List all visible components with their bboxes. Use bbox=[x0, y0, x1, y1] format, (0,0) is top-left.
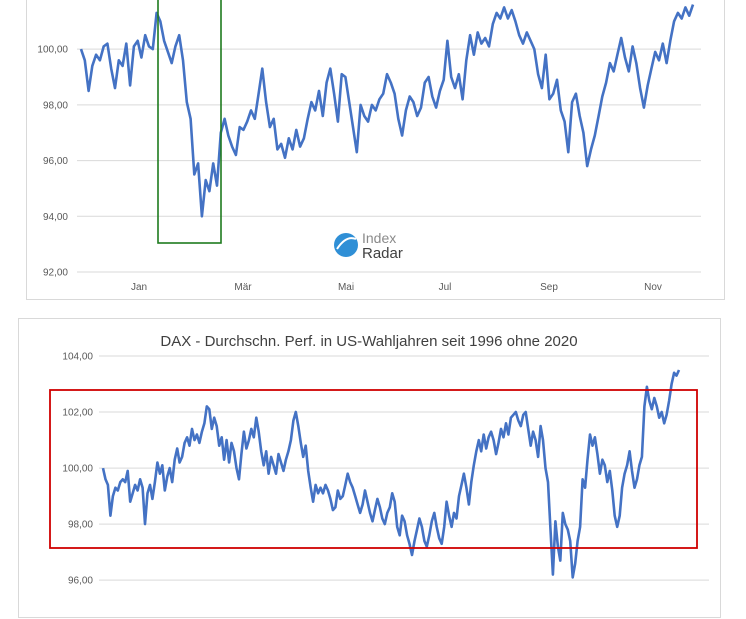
y-axis: 104,00 102,00 100,00 98,00 96,00 bbox=[62, 352, 93, 587]
x-tick-label: Mai bbox=[338, 282, 354, 293]
series-line bbox=[79, 4, 695, 218]
index-radar-logo: Index Radar bbox=[334, 230, 403, 262]
logo-swoosh-icon bbox=[336, 237, 357, 250]
y-tick-label: 94,00 bbox=[43, 212, 68, 223]
y-tick-label: 102,00 bbox=[62, 408, 93, 419]
y-axis: 100,00 98,00 96,00 94,00 92,00 bbox=[37, 45, 68, 279]
y-tick-label: 100,00 bbox=[37, 45, 68, 56]
logo-globe-icon bbox=[334, 233, 358, 257]
y-tick-label: 98,00 bbox=[68, 520, 93, 531]
x-tick-label: Nov bbox=[644, 282, 662, 293]
y-tick-label: 104,00 bbox=[62, 352, 93, 363]
logo-text-radar: Radar bbox=[362, 245, 403, 262]
chart-bottom-svg: DAX - Durchschn. Perf. in US-Wahljahren … bbox=[49, 333, 709, 587]
y-tick-label: 96,00 bbox=[68, 576, 93, 587]
y-tick-label: 100,00 bbox=[62, 464, 93, 475]
chart-top: 100,00 98,00 96,00 94,00 92,00 Jan Mär M… bbox=[26, 0, 725, 300]
x-axis: Jan Mär Mai Jul Sep Nov bbox=[131, 282, 662, 293]
highlight-box-green bbox=[157, 0, 222, 244]
x-tick-label: Jul bbox=[439, 282, 452, 293]
x-tick-label: Jan bbox=[131, 282, 147, 293]
chart-title: DAX - Durchschn. Perf. in US-Wahljahren … bbox=[160, 333, 577, 350]
y-tick-label: 98,00 bbox=[43, 100, 68, 111]
x-tick-label: Sep bbox=[540, 282, 558, 293]
y-tick-label: 92,00 bbox=[43, 268, 68, 279]
series-line bbox=[101, 369, 681, 579]
chart-bottom: DAX - Durchschn. Perf. in US-Wahljahren … bbox=[18, 318, 721, 618]
y-tick-label: 96,00 bbox=[43, 156, 68, 167]
logo-text-index: Index bbox=[362, 230, 396, 246]
chart-top-svg: 100,00 98,00 96,00 94,00 92,00 Jan Mär M… bbox=[37, 0, 701, 293]
highlight-box-red bbox=[49, 389, 698, 549]
x-tick-label: Mär bbox=[234, 282, 252, 293]
